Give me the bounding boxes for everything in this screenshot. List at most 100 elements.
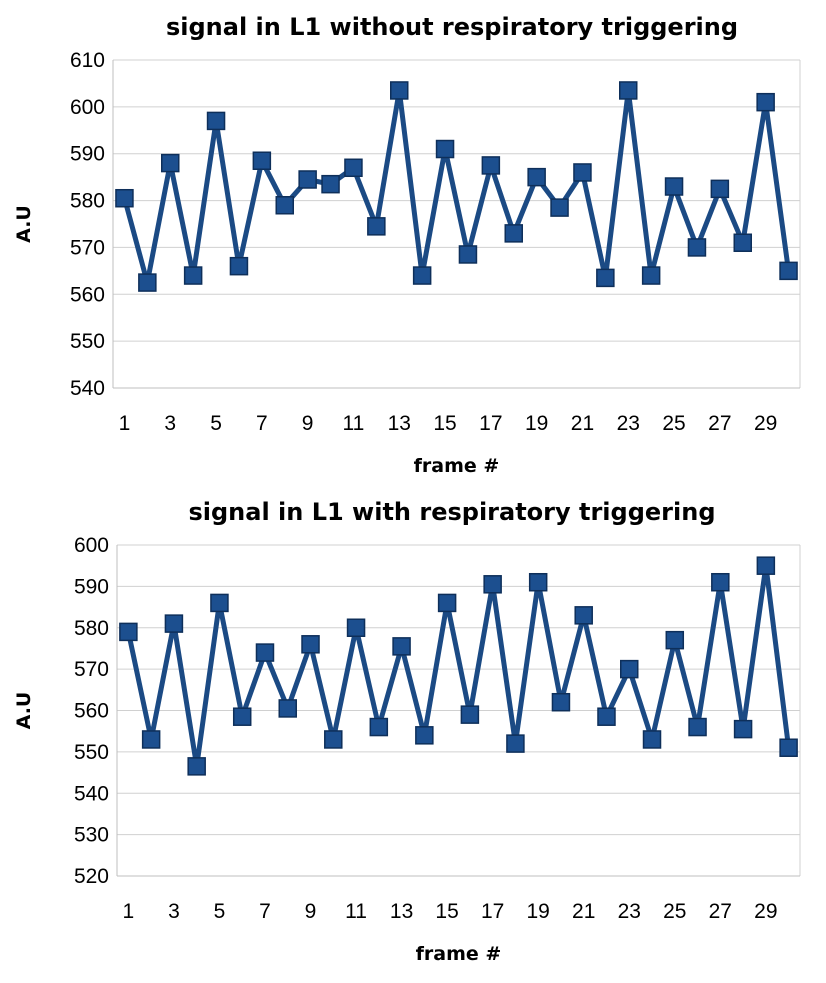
data-point-frame-20 bbox=[550, 198, 569, 217]
x-tick-label: 25 bbox=[663, 900, 686, 923]
y-tick-label: 570 bbox=[74, 658, 109, 681]
data-point-frame-29 bbox=[756, 92, 775, 112]
x-tick-label: 29 bbox=[754, 900, 777, 923]
y-tick-label: 590 bbox=[70, 143, 105, 166]
data-point-frame-19 bbox=[528, 572, 548, 592]
data-point-frame-23 bbox=[620, 659, 639, 679]
data-point-frame-19 bbox=[527, 167, 546, 187]
data-point-frame-8 bbox=[275, 196, 294, 215]
data-point-frame-4 bbox=[183, 266, 203, 285]
x-tick-label: 9 bbox=[302, 412, 314, 435]
data-point-frame-14 bbox=[412, 266, 432, 285]
data-point-frame-27 bbox=[710, 179, 730, 199]
x-tick-label: 23 bbox=[618, 900, 641, 923]
y-tick-label: 550 bbox=[70, 330, 105, 353]
data-point-frame-21 bbox=[573, 163, 592, 182]
data-point-frame-9 bbox=[298, 170, 317, 189]
x-tick-label: 11 bbox=[343, 412, 365, 435]
y-tick-label: 540 bbox=[74, 782, 109, 805]
x-tick-label: 13 bbox=[390, 900, 413, 923]
y-tick-label: 590 bbox=[74, 575, 109, 598]
data-point-frame-15 bbox=[435, 139, 455, 159]
data-point-frame-24 bbox=[641, 266, 661, 285]
data-point-frame-29 bbox=[756, 556, 776, 575]
data-point-frame-22 bbox=[597, 707, 616, 726]
x-tick-label: 23 bbox=[617, 412, 640, 435]
data-point-frame-5 bbox=[210, 593, 229, 613]
data-point-frame-8 bbox=[278, 699, 297, 718]
data-point-frame-2 bbox=[141, 730, 161, 749]
data-point-frame-20 bbox=[551, 692, 571, 712]
data-point-frame-24 bbox=[642, 730, 662, 749]
y-tick-label: 560 bbox=[74, 700, 109, 723]
data-point-frame-25 bbox=[664, 177, 684, 196]
data-point-frame-18 bbox=[504, 224, 523, 243]
data-point-frame-26 bbox=[688, 717, 707, 737]
x-tick-label: 11 bbox=[345, 900, 367, 923]
x-tick-label: 9 bbox=[305, 900, 317, 923]
data-point-frame-18 bbox=[506, 734, 525, 753]
x-tick-label: 17 bbox=[479, 412, 502, 435]
x-tick-label: 17 bbox=[481, 900, 504, 923]
x-tick-label: 27 bbox=[708, 412, 731, 435]
data-point-frame-16 bbox=[460, 705, 480, 724]
x-tick-label: 3 bbox=[168, 900, 180, 923]
data-point-frame-14 bbox=[415, 726, 434, 745]
data-point-frame-13 bbox=[392, 637, 411, 656]
y-tick-label: 600 bbox=[74, 534, 109, 557]
x-axis-label: frame # bbox=[416, 943, 502, 965]
series-line bbox=[125, 563, 792, 769]
y-tick-label: 550 bbox=[74, 741, 109, 764]
y-tick-label: 540 bbox=[70, 377, 105, 400]
data-point-frame-10 bbox=[324, 730, 343, 749]
x-tick-label: 15 bbox=[433, 412, 456, 435]
x-tick-label: 5 bbox=[214, 900, 226, 923]
data-point-frame-17 bbox=[481, 156, 501, 175]
data-point-frame-28 bbox=[733, 719, 753, 739]
y-axis-label: A.U bbox=[13, 205, 35, 243]
data-point-frame-2 bbox=[138, 273, 157, 292]
data-point-frame-22 bbox=[596, 268, 615, 288]
data-point-frame-3 bbox=[164, 614, 184, 633]
y-tick-label: 570 bbox=[70, 236, 105, 259]
x-tick-label: 25 bbox=[662, 412, 685, 435]
data-point-frame-21 bbox=[574, 606, 593, 625]
y-axis-label: A.U bbox=[13, 692, 35, 730]
chart-title: signal in L1 without respiratory trigger… bbox=[166, 13, 738, 41]
x-axis-label: frame # bbox=[414, 455, 500, 477]
data-point-frame-16 bbox=[458, 245, 478, 264]
y-tick-label: 520 bbox=[74, 865, 109, 888]
data-point-frame-4 bbox=[187, 757, 206, 776]
series-line bbox=[122, 88, 791, 286]
data-point-frame-28 bbox=[733, 233, 752, 252]
y-tick-label: 580 bbox=[70, 190, 105, 213]
data-point-frame-26 bbox=[687, 238, 707, 257]
data-point-frame-6 bbox=[229, 256, 249, 276]
data-point-frame-17 bbox=[483, 575, 502, 594]
data-point-frame-3 bbox=[161, 153, 180, 173]
x-tick-label: 7 bbox=[256, 412, 268, 435]
data-point-frame-1 bbox=[119, 622, 138, 642]
x-tick-label: 3 bbox=[164, 412, 176, 435]
data-point-frame-30 bbox=[779, 738, 798, 757]
chart-title: signal in L1 with respiratory triggering bbox=[188, 498, 715, 526]
data-point-frame-1 bbox=[115, 188, 134, 208]
x-tick-label: 1 bbox=[119, 412, 131, 435]
data-point-frame-23 bbox=[619, 81, 638, 100]
x-tick-label: 21 bbox=[572, 900, 595, 923]
data-point-frame-11 bbox=[346, 618, 366, 637]
x-tick-label: 27 bbox=[709, 900, 732, 923]
data-point-frame-10 bbox=[321, 174, 340, 194]
data-point-frame-27 bbox=[711, 572, 730, 592]
chart-1: signal in L1 without respiratory trigger… bbox=[13, 13, 801, 477]
y-tick-label: 530 bbox=[74, 824, 109, 847]
data-point-frame-25 bbox=[665, 630, 685, 650]
data-point-frame-7 bbox=[252, 151, 272, 170]
x-tick-label: 7 bbox=[259, 900, 271, 923]
x-tick-label: 21 bbox=[571, 412, 594, 435]
x-tick-label: 29 bbox=[754, 412, 777, 435]
data-point-frame-9 bbox=[301, 635, 320, 654]
data-point-frame-12 bbox=[369, 717, 389, 737]
data-point-frame-30 bbox=[779, 261, 798, 281]
